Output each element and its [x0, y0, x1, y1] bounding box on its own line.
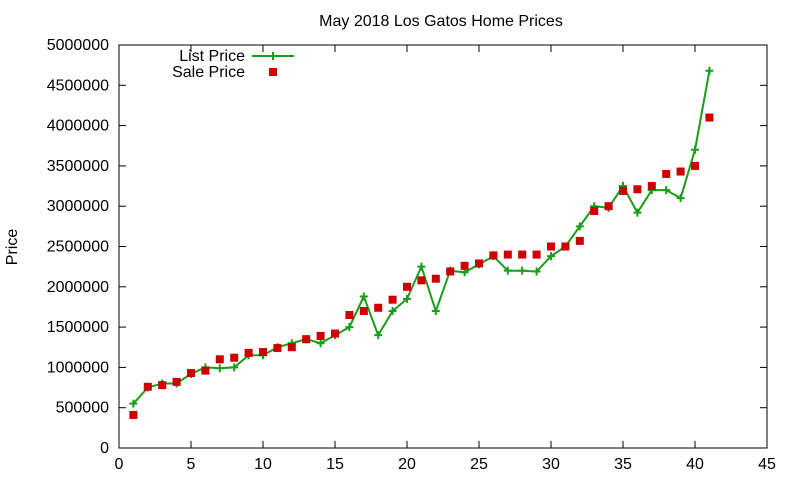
sale-price-point	[201, 366, 210, 375]
y-tick-label: 2500000	[47, 239, 109, 256]
list-price-point	[403, 294, 411, 303]
sale-price-point	[489, 251, 498, 260]
list-price-line	[132, 70, 711, 405]
x-tick-label: 5	[187, 456, 196, 473]
sale-price-point	[172, 377, 181, 386]
x-tick-label: 40	[686, 456, 704, 473]
chart-title: May 2018 Los Gatos Home Prices	[319, 13, 563, 30]
sale-price-point	[590, 207, 599, 216]
y-tick-label: 1500000	[47, 319, 109, 336]
list-price-point	[215, 364, 224, 373]
sale-price-point	[604, 202, 613, 211]
sale-price-point	[374, 303, 383, 312]
axes: 0 5 10 15 20 25 30 35 40 45 0 500000 1000000 1500000 2…	[47, 37, 776, 473]
sale-price-point	[619, 186, 627, 195]
list-price-point	[532, 267, 541, 276]
x-tick-label: 10	[254, 456, 272, 473]
list-price-point	[705, 66, 714, 75]
list-price-point	[359, 292, 368, 301]
sale-price-point	[561, 242, 570, 251]
list-price-point	[575, 222, 584, 231]
list-price-point	[691, 145, 699, 154]
list-price-point	[345, 323, 354, 332]
sale-price-point	[518, 250, 527, 259]
sale-price-point	[244, 348, 253, 357]
sale-price-point	[230, 353, 239, 362]
y-tick-label: 0	[100, 440, 109, 457]
sale-price-point	[302, 335, 311, 344]
sale-price-point	[158, 381, 167, 390]
list-price-point	[633, 208, 642, 217]
sale-price-point	[532, 250, 541, 259]
y-tick-label: 2000000	[47, 279, 109, 296]
sale-price-point	[143, 382, 152, 391]
y-tick-label: 4000000	[47, 118, 109, 135]
y-tick-label: 4500000	[47, 77, 109, 94]
points-layer	[129, 66, 714, 419]
list-price-point	[518, 266, 527, 275]
sale-price-point	[460, 261, 469, 270]
sale-price-point	[417, 276, 426, 285]
y-tick-label: 3500000	[47, 158, 109, 175]
sale-price-point	[388, 295, 397, 304]
sale-price-point	[359, 306, 368, 315]
list-price-point	[547, 252, 555, 261]
sale-price-point	[633, 185, 642, 194]
x-tick-label: 20	[398, 456, 416, 473]
sale-price-point	[345, 311, 354, 320]
y-tick-label: 5000000	[47, 37, 109, 54]
y-tick-label: 3000000	[47, 198, 109, 215]
sale-price-point	[431, 274, 440, 283]
sale-price-point	[446, 267, 455, 276]
list-price-point	[503, 266, 512, 275]
x-tick-label: 30	[542, 456, 560, 473]
x-tick-label: 45	[758, 456, 776, 473]
legend-label-list-price: List Price	[179, 48, 245, 65]
list-price-line-layer	[132, 70, 711, 405]
list-price-point	[374, 331, 383, 340]
y-axis-label: Price	[4, 229, 21, 266]
sale-price-point	[647, 182, 656, 191]
sale-price-point	[273, 344, 282, 353]
x-tick-label: 25	[470, 456, 488, 473]
list-price-point	[662, 186, 671, 195]
legend-label-sale-price: Sale Price	[172, 64, 245, 81]
y-tick-label: 1000000	[47, 359, 109, 376]
x-tick-label: 15	[326, 456, 344, 473]
sale-price-point	[503, 250, 512, 259]
y-tick-label: 500000	[56, 400, 109, 417]
sale-price-point	[316, 331, 325, 340]
list-price-point	[431, 306, 440, 315]
sale-price-point	[287, 343, 296, 352]
sale-price-point	[547, 242, 555, 251]
list-price-point	[129, 399, 138, 408]
list-price-point	[316, 339, 325, 348]
sale-price-point	[705, 113, 714, 122]
sale-price-point	[691, 161, 699, 170]
legend-marker-list-price	[269, 52, 277, 60]
list-price-point	[676, 194, 685, 203]
sale-price-point	[575, 236, 584, 245]
sale-price-point	[215, 355, 224, 364]
legend-swatch-sale-price	[269, 68, 277, 76]
legend: List Price Sale Price	[172, 48, 294, 81]
sale-price-point	[662, 169, 671, 178]
sale-price-point	[403, 282, 411, 291]
plot-frame	[118, 44, 768, 449]
sale-price-point	[187, 369, 195, 378]
sale-price-point	[475, 259, 483, 268]
list-price-point	[388, 306, 397, 315]
list-price-point	[230, 363, 239, 372]
sale-price-point	[129, 410, 138, 419]
sale-price-point	[331, 329, 339, 338]
sale-price-point	[259, 348, 267, 357]
x-tick-label: 35	[614, 456, 632, 473]
x-tick-label: 0	[115, 456, 124, 473]
list-price-point	[417, 262, 426, 271]
sale-price-point	[676, 167, 685, 176]
